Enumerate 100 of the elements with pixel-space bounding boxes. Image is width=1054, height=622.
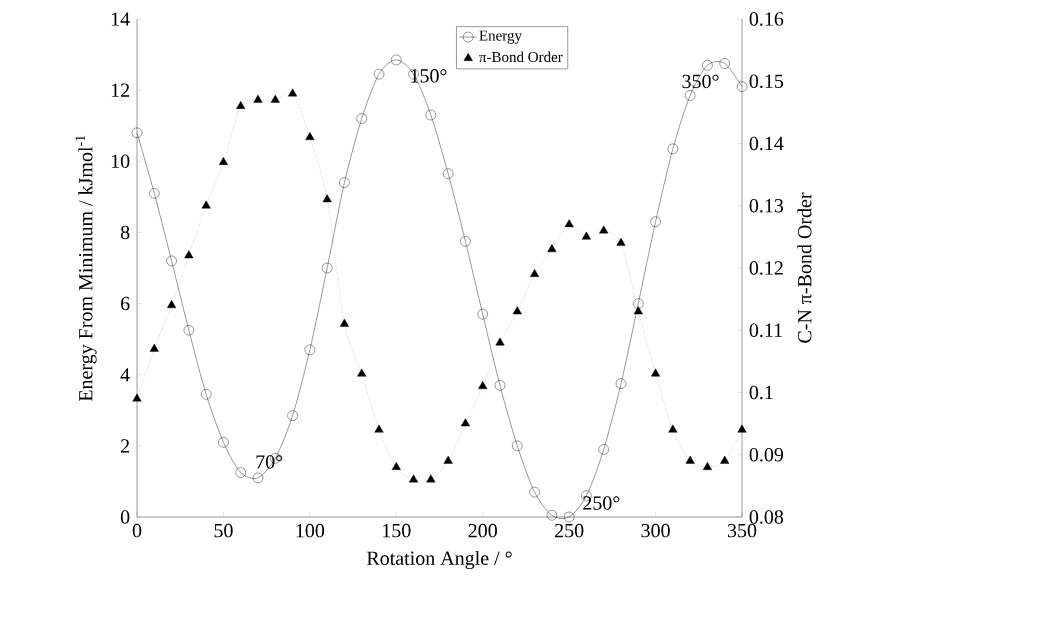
point [460,236,471,247]
point [512,440,523,452]
y2-tick-label: 0.13 [749,198,784,213]
point [477,309,488,320]
point [599,225,609,234]
point [304,344,316,356]
y2-tick-label: 0.09 [749,447,784,462]
point [131,127,143,139]
point [668,424,678,433]
x-tick-label: 300 [641,523,670,538]
point [288,88,298,97]
x-tick-label: 200 [468,523,497,538]
legend-label: π-Bond Order [479,51,563,63]
annotation: 250° [583,496,620,510]
y2-tick-label: 0.12 [749,261,783,275]
point [633,306,643,315]
point [530,269,540,277]
point [720,455,730,464]
point [494,380,506,391]
point [321,262,333,274]
point [270,94,280,103]
point [391,54,402,66]
point [702,60,713,71]
point [409,474,419,483]
point [200,389,212,400]
point [615,378,627,389]
point [529,486,540,498]
y-tick-label: 6 [121,296,130,311]
point [495,337,505,346]
point [667,143,679,155]
y-tick-label: 2 [121,439,130,453]
y2-tick-label: 0.14 [749,136,784,151]
point [305,132,315,140]
x-tick-label: 100 [296,523,325,538]
point [183,325,195,336]
point [322,194,332,203]
point [685,455,695,464]
x-tick-label: 250 [555,523,584,538]
y-tick-label: 12 [111,83,130,97]
point [702,462,712,470]
point [616,237,626,246]
point [719,58,730,69]
y2-tick-label: 0.08 [749,510,784,524]
point [339,177,350,188]
point [650,216,661,227]
point [132,393,142,402]
point [356,113,367,124]
point [564,219,574,228]
point [184,250,194,259]
point [426,474,436,483]
x-tick-label: 50 [214,523,233,538]
point [512,306,522,315]
y2-tick-label: 0.11 [749,323,782,338]
y-tick-label: 14 [111,12,130,26]
point [374,424,384,433]
point [633,298,644,309]
point [357,368,367,377]
annotation: 70° [256,455,283,469]
point [218,156,228,165]
point [339,318,349,327]
point [546,510,558,521]
point [373,68,385,80]
point [235,467,246,478]
y-tick-label: 4 [120,368,130,382]
point [167,300,177,309]
point [443,455,453,464]
point [149,188,160,199]
point [684,90,696,101]
y-tick-label: 0 [120,510,130,524]
annotation: 350° [682,74,719,89]
point [563,511,575,523]
point [736,81,748,92]
point [391,462,401,470]
y2-tick-label: 0.1 [749,385,773,400]
point [598,444,609,455]
point [425,109,437,121]
x-tick-label: 0 [132,523,142,538]
point [252,472,264,484]
point [166,255,177,267]
point [581,231,591,240]
point [236,100,246,109]
y2-tick-label: 0.15 [749,74,784,89]
y-tick-label: 10 [111,154,130,169]
y2-axis-title: C-N π-Bond Order [797,192,812,343]
point [547,244,557,253]
y-axis-title: Energy From Minimum / kJmol$^{-1}$ [75,135,97,402]
point [218,437,229,448]
point [478,381,488,389]
y2-tick-label: 0.16 [749,12,784,26]
point [460,418,470,427]
y-tick-label: 8 [120,225,130,240]
x-tick-label: 150 [383,523,411,538]
point [737,424,747,433]
point [287,410,298,421]
point [651,368,661,377]
point [442,168,454,179]
annotation: 150° [411,69,447,83]
point [149,343,159,352]
x-tick-label: 350 [727,523,757,538]
legend-label: Energy [479,30,522,44]
